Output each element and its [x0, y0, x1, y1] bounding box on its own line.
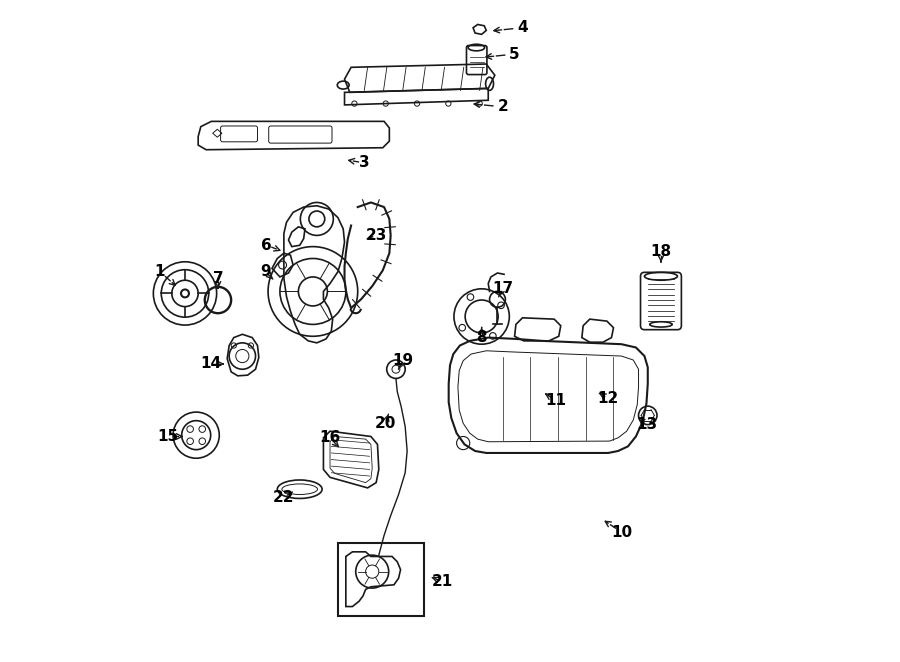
Text: 15: 15 — [158, 429, 178, 444]
Text: 17: 17 — [492, 281, 513, 296]
Text: 23: 23 — [365, 228, 387, 243]
Text: 9: 9 — [260, 264, 271, 279]
Text: 1: 1 — [155, 264, 166, 279]
Text: 11: 11 — [545, 393, 566, 408]
Text: 4: 4 — [518, 21, 527, 35]
Text: 5: 5 — [509, 46, 520, 62]
Text: 2: 2 — [498, 99, 508, 115]
Text: 19: 19 — [392, 353, 413, 368]
Text: 18: 18 — [651, 244, 671, 260]
Text: 6: 6 — [261, 238, 272, 253]
Text: 12: 12 — [598, 391, 619, 406]
Text: 20: 20 — [374, 416, 396, 431]
Text: 7: 7 — [212, 271, 223, 286]
Text: 16: 16 — [320, 430, 340, 446]
Text: 22: 22 — [273, 490, 294, 504]
Text: 13: 13 — [636, 417, 657, 432]
Text: 8: 8 — [476, 330, 487, 345]
Text: 14: 14 — [201, 356, 222, 371]
Text: 21: 21 — [431, 574, 453, 589]
Text: 3: 3 — [359, 156, 370, 170]
Text: 10: 10 — [611, 524, 632, 540]
